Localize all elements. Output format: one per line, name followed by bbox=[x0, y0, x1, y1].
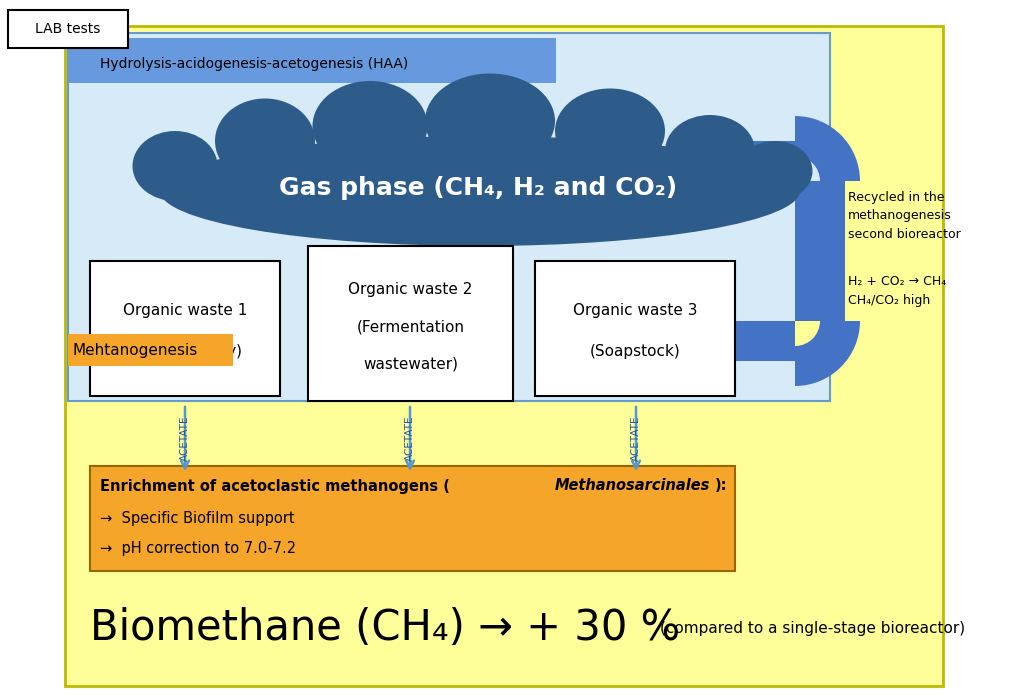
Polygon shape bbox=[618, 296, 682, 386]
Bar bbox=[535, 261, 735, 396]
Text: →  Specific Biofilm support: → Specific Biofilm support bbox=[100, 510, 295, 525]
Wedge shape bbox=[795, 321, 860, 386]
Ellipse shape bbox=[425, 74, 555, 168]
Text: Methanosarcinales: Methanosarcinales bbox=[555, 479, 710, 493]
Text: LAB tests: LAB tests bbox=[36, 22, 100, 36]
Bar bbox=[740, 141, 815, 181]
Text: Gas phase (CH₄, H₂ and CO₂): Gas phase (CH₄, H₂ and CO₂) bbox=[279, 176, 677, 200]
Text: Recycled in the
methanogenesis
second bioreactor: Recycled in the methanogenesis second bi… bbox=[848, 191, 961, 242]
Bar bbox=[8, 10, 128, 48]
Ellipse shape bbox=[555, 88, 665, 173]
Text: Hydrolysis-acidogenesis-acetogenesis (HAA): Hydrolysis-acidogenesis-acetogenesis (HA… bbox=[100, 57, 408, 71]
Wedge shape bbox=[795, 156, 820, 181]
Text: (Soapstock): (Soapstock) bbox=[589, 344, 680, 359]
Text: (compared to a single-stage bioreactor): (compared to a single-stage bioreactor) bbox=[660, 621, 965, 635]
Text: Biomethane (CH₄) → + 30 %: Biomethane (CH₄) → + 30 % bbox=[90, 607, 680, 649]
Text: ACETATE: ACETATE bbox=[405, 416, 415, 461]
Text: (Cheese whey): (Cheese whey) bbox=[128, 344, 242, 359]
Bar bbox=[90, 466, 735, 571]
Text: ):: ): bbox=[715, 479, 727, 493]
Text: →  pH correction to 7.0-7.2: → pH correction to 7.0-7.2 bbox=[100, 541, 296, 555]
Text: Enrichment of acetoclastic methanogens (: Enrichment of acetoclastic methanogens ( bbox=[100, 479, 450, 493]
Bar bbox=[68, 334, 233, 366]
Bar bbox=[65, 26, 943, 686]
Bar bbox=[68, 33, 830, 401]
Text: Organic waste 3: Organic waste 3 bbox=[573, 303, 698, 319]
Text: Organic waste 1: Organic waste 1 bbox=[123, 303, 248, 319]
Text: (Fermentation: (Fermentation bbox=[356, 319, 464, 334]
Bar bbox=[795, 161, 845, 346]
Bar bbox=[68, 38, 555, 83]
Bar bbox=[90, 261, 280, 396]
Text: ACETATE: ACETATE bbox=[631, 416, 641, 461]
Ellipse shape bbox=[738, 141, 812, 201]
Wedge shape bbox=[795, 116, 860, 181]
Text: Mehtanogenesis: Mehtanogenesis bbox=[72, 342, 197, 358]
Text: wastewater): wastewater) bbox=[363, 356, 458, 371]
Bar bbox=[680, 321, 845, 361]
Ellipse shape bbox=[133, 131, 218, 201]
Ellipse shape bbox=[160, 136, 800, 246]
Wedge shape bbox=[795, 321, 820, 346]
Ellipse shape bbox=[665, 115, 755, 187]
Text: Organic waste 2: Organic waste 2 bbox=[348, 282, 473, 297]
Ellipse shape bbox=[215, 99, 315, 184]
Ellipse shape bbox=[312, 81, 428, 171]
Bar bbox=[308, 246, 513, 401]
Text: ACETATE: ACETATE bbox=[180, 416, 190, 461]
Text: H₂ + CO₂ → CH₄
CH₄/CO₂ high: H₂ + CO₂ → CH₄ CH₄/CO₂ high bbox=[848, 275, 946, 307]
